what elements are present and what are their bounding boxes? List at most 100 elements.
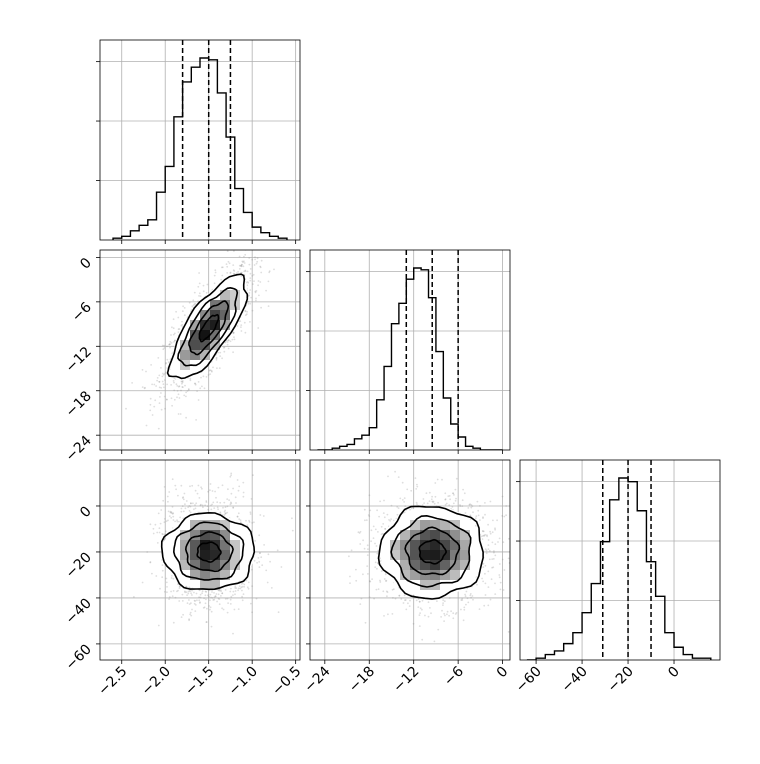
density-cell	[180, 560, 190, 570]
scatter-point	[403, 594, 406, 597]
scatter-point	[236, 515, 239, 518]
scatter-point	[410, 489, 413, 492]
scatter-point	[149, 397, 152, 400]
scatter-point	[423, 502, 425, 504]
x-tick-label-p0-0: −2.5	[95, 664, 130, 699]
scatter-point	[238, 255, 241, 258]
scatter-point	[232, 507, 235, 509]
scatter-point	[163, 347, 166, 349]
joint-panel-p0-p1	[99, 249, 301, 451]
scatter-point	[268, 271, 271, 274]
scatter-point	[251, 585, 254, 587]
scatter-point	[489, 500, 492, 503]
scatter-point	[169, 358, 172, 361]
scatter-point	[201, 590, 204, 593]
scatter-point	[158, 381, 161, 383]
scatter-point	[222, 608, 225, 611]
scatter-point	[243, 321, 246, 324]
scatter-point	[244, 269, 247, 272]
scatter-point	[189, 613, 192, 616]
density-cell	[200, 520, 210, 530]
scatter-point	[201, 592, 204, 595]
scatter-point	[193, 291, 196, 294]
scatter-point	[230, 492, 233, 495]
scatter-point	[199, 593, 202, 596]
scatter-point	[172, 327, 175, 330]
scatter-point	[404, 599, 407, 601]
scatter-point	[430, 612, 432, 615]
density-cell	[210, 530, 220, 540]
scatter-point	[186, 594, 189, 596]
scatter-point	[215, 496, 217, 499]
scatter-point	[428, 500, 431, 502]
scatter-point	[226, 341, 229, 343]
scatter-point	[161, 569, 164, 572]
scatter-point	[257, 280, 260, 282]
density-cell	[200, 350, 210, 360]
scatter-point	[421, 608, 423, 611]
panel-frame	[519, 459, 721, 661]
joint-panel-p1-p2	[309, 459, 511, 661]
density-cell	[190, 570, 200, 580]
scatter-point	[253, 559, 256, 562]
scatter-point	[487, 604, 490, 607]
scatter-point	[194, 382, 197, 385]
density-cell	[410, 550, 420, 560]
x-tick-label-p0-3: −1.0	[226, 664, 261, 699]
scatter-point	[226, 505, 229, 508]
density-cell	[450, 550, 460, 560]
scatter-point	[203, 387, 206, 390]
scatter-point	[368, 515, 371, 517]
contour-1	[188, 300, 230, 356]
scatter-point	[234, 496, 237, 499]
scatter-point	[409, 599, 411, 602]
scatter-point	[217, 593, 220, 596]
scatter-point	[192, 299, 195, 302]
y-tick-label-p2-2: −20	[63, 549, 95, 581]
density-cell	[430, 540, 440, 550]
scatter-point	[498, 563, 501, 565]
scatter-point	[178, 328, 181, 330]
scatter-point	[241, 260, 244, 263]
scatter-point	[149, 561, 152, 564]
scatter-point	[475, 515, 478, 518]
scatter-point	[146, 551, 149, 553]
density-cell	[400, 540, 410, 550]
density-cell	[430, 550, 440, 560]
scatter-point	[505, 505, 508, 507]
scatter-point	[469, 514, 472, 517]
scatter-point	[189, 511, 192, 514]
scatter-point	[209, 489, 211, 492]
scatter-point	[159, 522, 162, 525]
scatter-point	[235, 587, 238, 589]
scatter-point	[185, 500, 188, 502]
histogram-panel-p0	[96, 39, 301, 241]
scatter-point	[171, 478, 174, 481]
contour-0	[198, 313, 220, 343]
scatter-point	[461, 599, 464, 601]
scatter-point	[214, 269, 217, 272]
scatter-point	[482, 566, 485, 568]
scatter-point	[461, 597, 464, 600]
scatter-point	[482, 516, 484, 518]
density-cell	[180, 340, 190, 350]
scatter-point	[394, 597, 397, 600]
scatter-point	[219, 589, 222, 591]
scatter-point	[230, 587, 232, 590]
scatter-point	[193, 602, 196, 605]
scatter-point	[255, 290, 258, 292]
density-cell	[450, 560, 460, 570]
scatter-point	[380, 570, 383, 573]
scatter-point	[374, 542, 376, 545]
scatter-point	[181, 380, 184, 383]
scatter-point	[251, 275, 254, 277]
scatter-point	[143, 387, 146, 390]
contour-1	[184, 531, 234, 573]
scatter-point	[165, 398, 168, 401]
scatter-point	[169, 510, 172, 513]
density-cell	[420, 540, 430, 550]
scatter-point	[249, 511, 252, 514]
scatter-point	[153, 383, 156, 386]
x-tick-label-p1-0: −24	[301, 663, 333, 695]
scatter-point	[224, 598, 227, 600]
